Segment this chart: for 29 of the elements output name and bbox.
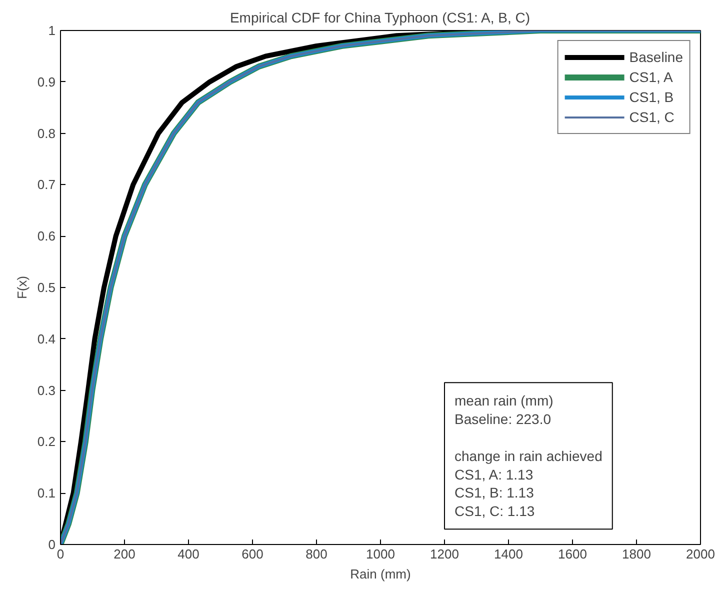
x-tick-label: 1400	[494, 546, 523, 562]
y-tick-label: 0.7	[37, 177, 56, 192]
y-tick-label: 0.8	[37, 126, 56, 141]
legend-label: CS1, C	[629, 109, 674, 125]
y-tick-label: 0.1	[37, 486, 56, 501]
y-tick-label: 0.5	[37, 280, 56, 295]
y-tick-label: 0.6	[37, 228, 56, 244]
legend-label: CS1, A	[629, 69, 673, 85]
y-tick-label: 0.4	[37, 331, 56, 346]
x-axis-title: Rain (mm)	[350, 566, 411, 582]
y-tick-label: 0.3	[37, 382, 56, 398]
x-tick-label: 1000	[366, 546, 395, 562]
legend-label: CS1, B	[629, 89, 674, 105]
x-tick-label: 2000	[686, 546, 715, 562]
y-tick-label: 0	[48, 537, 56, 552]
y-tick-label: 1	[48, 23, 56, 38]
x-tick-label: 600	[242, 546, 264, 562]
x-tick-label: 1800	[622, 546, 651, 562]
x-tick-label: 1200	[430, 546, 459, 562]
y-tick-label: 0.9	[37, 74, 56, 90]
chart-title: Empirical CDF for China Typhoon (CS1: A, B, C)	[230, 10, 530, 26]
legend-label: Baseline	[629, 49, 683, 65]
x-tick-label: 1600	[558, 546, 587, 562]
y-axis-title: F(x)	[14, 276, 30, 300]
y-tick-label: 0.2	[37, 434, 56, 450]
x-tick-label: 400	[178, 546, 200, 562]
x-tick-label: 200	[114, 546, 136, 562]
text: mean rain (mm) Baseline: 223.0 change in rain achieved CS1, A: 1.13 CS1, B: 1.13 CS1, C: 1.13	[454, 392, 602, 520]
x-tick-label: 800	[306, 546, 328, 562]
